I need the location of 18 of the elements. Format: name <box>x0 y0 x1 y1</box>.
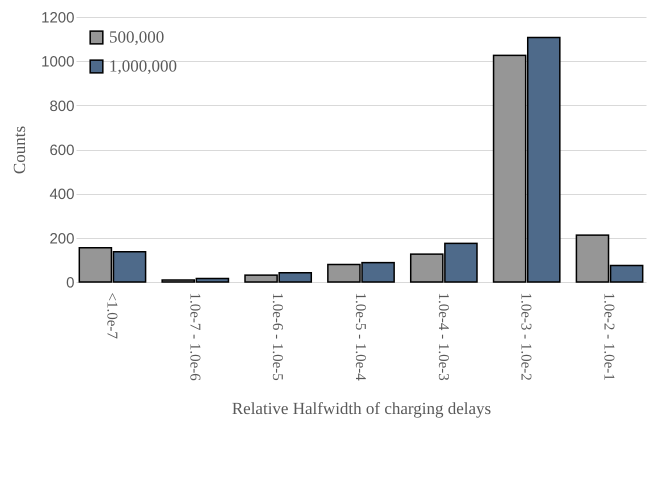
y-tick-label: 400 <box>49 186 74 204</box>
x-tick-label: 1.0e-5 - 1.0e-4 <box>352 292 368 382</box>
x-tick-label: 1.0e-7 - 1.0e-6 <box>186 292 202 382</box>
y-tick-label: 1000 <box>41 54 74 71</box>
x-tick-label: 1.0e-4 - 1.0e-3 <box>434 292 451 381</box>
x-axis-title: Relative Halfwidth of charging delays <box>232 398 492 418</box>
legend-label: 500,000 <box>109 28 164 46</box>
y-tick-label: 1200 <box>41 10 74 26</box>
y-tick-label: 800 <box>49 98 74 115</box>
y-tick-label: 0 <box>66 274 74 292</box>
legend-label: 1,000,000 <box>109 56 177 76</box>
x-tick-label: 1.0e-3 - 1.0e-2 <box>518 292 534 381</box>
y-axis-title: Counts <box>10 126 30 174</box>
y-tick-label: 200 <box>49 230 74 248</box>
x-tick-label: 1.0e-2 - 1.0e-1 <box>600 292 617 381</box>
x-tick-label: 1.0e-6 - 1.0e-5 <box>269 292 286 381</box>
x-tick-label: <1.0e-7 <box>103 292 120 340</box>
y-tick-label: 600 <box>49 142 74 159</box>
